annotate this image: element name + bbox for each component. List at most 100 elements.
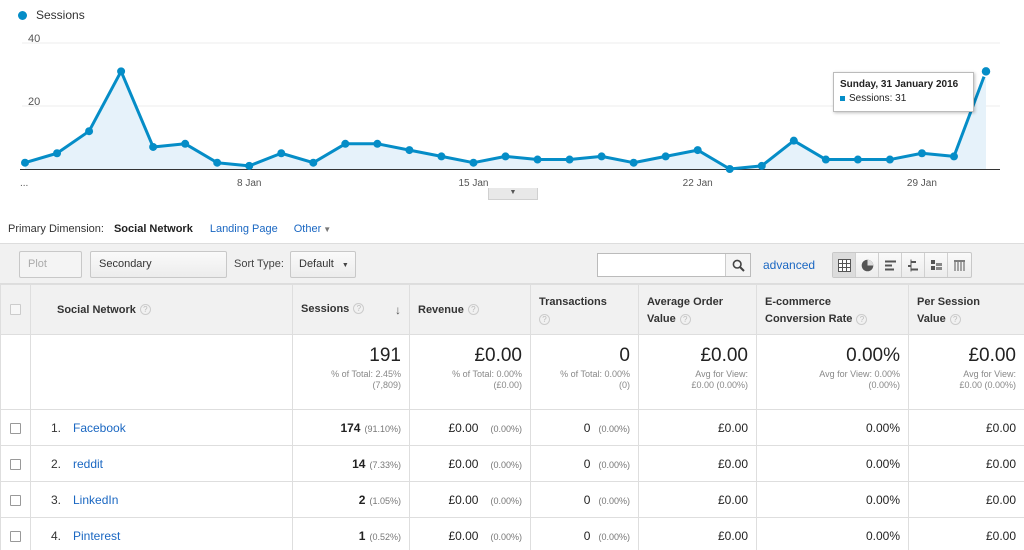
pivot-view-icon[interactable] (925, 253, 948, 277)
table-view-icon[interactable] (833, 253, 856, 277)
row-sessions: 174 (91.10%) (292, 409, 410, 446)
pie-view-icon[interactable] (856, 253, 879, 277)
header-social-network-label: Social Network (57, 303, 136, 316)
data-table: Social Network? Sessions? ↓ Revenue? Tran… (0, 284, 1024, 550)
totals-psv-sub2: £0.00 (0.00%) (959, 380, 1016, 390)
data-point (533, 155, 542, 164)
search-input[interactable] (598, 254, 724, 276)
data-point (373, 139, 382, 148)
help-icon[interactable]: ? (353, 303, 365, 315)
x-tick-label: 22 Jan (683, 178, 713, 189)
header-social-network[interactable]: Social Network? (30, 284, 293, 335)
dimension-landing-page[interactable]: Landing Page (209, 223, 278, 235)
data-point (245, 161, 254, 170)
select-all-checkbox[interactable] (10, 304, 21, 316)
series-square-icon (840, 95, 845, 101)
table-row: 4. Pinterest 1 (0.52%) £0.00 (0.00%) 0 (0.00… (0, 517, 1024, 550)
row-checkbox[interactable] (10, 494, 21, 506)
header-aov-line2: Value (647, 313, 676, 325)
data-point (565, 155, 574, 164)
row-network-cell: 2. reddit (30, 445, 293, 482)
data-point (85, 127, 94, 136)
totals-transactions: 0 % of Total: 0.00% (0) (530, 334, 639, 410)
totals-aov-sub2: £0.00 (0.00%) (691, 380, 748, 390)
advanced-filter-link[interactable]: advanced (763, 258, 816, 272)
totals-aov-sub1: Avg for View: (695, 369, 748, 379)
totals-label-cell (30, 334, 293, 410)
row-index: 2. (50, 456, 61, 471)
row-aov: £0.00 (638, 481, 757, 518)
select-all-cell (0, 284, 31, 335)
help-icon[interactable]: ? (949, 313, 961, 325)
row-sessions-value: 14 (352, 456, 366, 471)
row-checkbox-cell (0, 445, 31, 482)
search-button[interactable] (725, 254, 750, 276)
tooltip-date: Sunday, 31 January 2016 (840, 79, 959, 90)
totals-revenue-sub2: (£0.00) (493, 380, 522, 390)
row-revenue: £0.00 (0.00%) (409, 445, 531, 482)
totals-aov: £0.00 Avg for View: £0.00 (0.00%) (638, 334, 757, 410)
comparison-view-icon[interactable] (902, 253, 925, 277)
social-network-link[interactable]: Pinterest (73, 528, 121, 543)
plot-rows-button[interactable]: Plot Rows (19, 251, 82, 295)
help-icon[interactable]: ? (856, 313, 868, 325)
social-network-link[interactable]: reddit (73, 456, 104, 471)
secondary-dimension-dropdown[interactable]: Secondary dimension▼ (90, 251, 227, 295)
header-ecr-line1: E-commerce (765, 296, 832, 308)
chart-collapse-toggle[interactable]: ▼ (488, 188, 538, 200)
help-icon[interactable]: ? (467, 304, 479, 316)
chart-legend[interactable]: Sessions (18, 8, 85, 22)
row-sessions-value: 174 (340, 420, 361, 435)
data-point (917, 149, 926, 158)
row-checkbox[interactable] (10, 422, 21, 434)
header-aov-line1: Average Order (647, 296, 724, 308)
data-point (213, 158, 222, 167)
row-psv: £0.00 (908, 445, 1024, 482)
bar-view-icon[interactable] (879, 253, 902, 277)
row-transactions: 0 (0.00%) (530, 517, 639, 550)
header-psv-line2: Value (917, 313, 946, 325)
sessions-chart: Sessions 40 20... 8 Jan 15 Jan 22 Jan 29 Jan … (0, 0, 1024, 205)
sort-type-label: Sort Type: (234, 258, 284, 270)
header-sessions[interactable]: Sessions? ↓ (292, 284, 410, 335)
totals-transactions-value: 0 (619, 345, 630, 366)
row-sessions: 2 (1.05%) (292, 481, 410, 518)
table-header-row: Social Network? Sessions? ↓ Revenue? Tran… (0, 284, 1024, 335)
totals-spacer (0, 334, 31, 410)
social-network-link[interactable]: Facebook (73, 420, 126, 435)
row-network-cell: 1. Facebook (30, 409, 293, 446)
chevron-down-icon: ▼ (509, 189, 517, 196)
term-cloud-view-icon[interactable] (948, 253, 971, 277)
x-tick-label: 15 Jan (458, 178, 488, 189)
header-psv-line1: Per Session (917, 296, 980, 308)
data-point (980, 65, 992, 78)
header-average-order-value[interactable]: Average Order Value? (638, 284, 757, 335)
help-icon[interactable]: ? (679, 313, 691, 325)
header-revenue[interactable]: Revenue? (409, 284, 531, 335)
help-icon[interactable]: ? (139, 304, 151, 316)
totals-sessions-value: 191 (369, 345, 401, 366)
row-checkbox[interactable] (10, 458, 21, 470)
header-sessions-label: Sessions (301, 302, 350, 315)
row-revenue-value: £0.00 (448, 528, 479, 543)
data-point (341, 139, 350, 148)
header-transactions[interactable]: Transactions? (530, 284, 639, 335)
row-aov: £0.00 (638, 517, 757, 550)
social-network-link[interactable]: LinkedIn (73, 492, 119, 507)
totals-sessions-sub2: (7,809) (372, 380, 401, 390)
totals-row: 191 % of Total: 2.45% (7,809) £0.00 % of To… (0, 334, 1024, 410)
row-revenue-pct: (0.00%) (490, 423, 522, 434)
row-checkbox[interactable] (10, 530, 21, 542)
header-ecommerce-conversion-rate[interactable]: E-commerce Conversion Rate? (756, 284, 909, 335)
header-per-session-value[interactable]: Per Session Value? (908, 284, 1024, 335)
row-sessions-pct: (1.05%) (369, 495, 401, 506)
data-point (693, 146, 702, 155)
data-point (853, 155, 862, 164)
help-icon[interactable]: ? (539, 313, 550, 325)
primary-dimension-label: Primary Dimension: (8, 223, 104, 235)
row-ecr: 0.00% (756, 481, 909, 518)
sort-type-dropdown[interactable]: Default ▼ (290, 251, 356, 278)
dimension-other-label: Other (293, 223, 322, 235)
row-sessions-pct: (91.10%) (364, 423, 401, 434)
dimension-other[interactable]: Other ▼ (294, 223, 331, 235)
